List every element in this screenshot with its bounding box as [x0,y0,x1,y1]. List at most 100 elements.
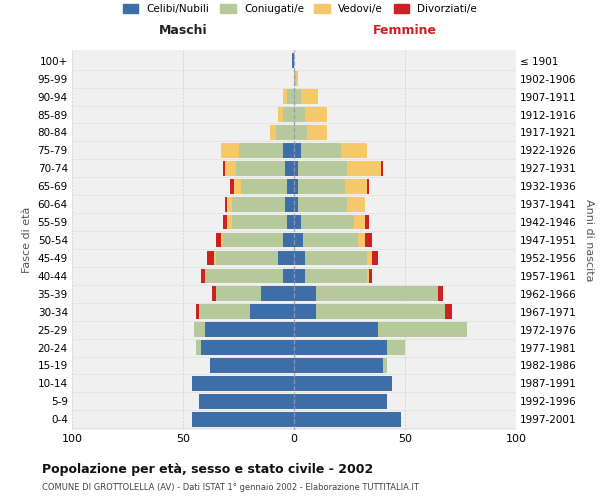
Bar [199,304,250,319]
Bar [209,358,294,373]
Bar [380,161,383,176]
Bar [301,214,354,230]
Bar [294,72,296,86]
Bar [212,286,217,301]
Bar [287,179,294,194]
Bar [232,214,287,230]
Bar [294,412,401,426]
Bar [278,250,294,266]
Bar [294,197,298,212]
Bar [283,268,294,283]
Bar [294,394,387,408]
Bar [294,125,307,140]
Bar [194,322,205,337]
Bar [358,232,365,248]
Bar [372,250,379,266]
Bar [294,161,298,176]
Bar [283,107,294,122]
Bar [241,179,287,194]
Bar [294,268,305,283]
Bar [227,214,232,230]
Bar [205,322,294,337]
Bar [214,250,217,266]
Bar [445,304,452,319]
Bar [367,179,370,194]
Bar [294,322,379,337]
Bar [238,143,283,158]
Bar [294,304,316,319]
Bar [294,286,316,301]
Legend: Celibi/Nubili, Coniugati/e, Vedovi/e, Divorziati/e: Celibi/Nubili, Coniugati/e, Vedovi/e, Di… [119,0,481,18]
Bar [192,412,294,426]
Text: Maschi: Maschi [158,24,208,38]
Bar [301,90,319,104]
Bar [305,107,328,122]
Bar [294,179,298,194]
Bar [296,72,298,86]
Text: COMUNE DI GROTTOLELLA (AV) - Dati ISTAT 1° gennaio 2002 - Elaborazione TUTTITALI: COMUNE DI GROTTOLELLA (AV) - Dati ISTAT … [42,482,419,492]
Bar [196,340,201,355]
Bar [292,54,294,68]
Bar [278,107,283,122]
Bar [216,286,260,301]
Bar [223,161,225,176]
Bar [294,358,383,373]
Bar [316,286,438,301]
Bar [221,143,239,158]
Bar [287,90,294,104]
Bar [387,340,405,355]
Bar [294,90,301,104]
Bar [283,143,294,158]
Bar [316,304,445,319]
Bar [345,179,367,194]
Y-axis label: Anni di nascita: Anni di nascita [584,198,593,281]
Bar [383,358,387,373]
Bar [230,179,234,194]
Bar [223,232,283,248]
Bar [294,340,387,355]
Bar [341,143,367,158]
Bar [227,197,232,212]
Bar [199,394,294,408]
Bar [287,214,294,230]
Bar [367,268,370,283]
Bar [365,232,372,248]
Bar [285,161,294,176]
Bar [294,250,305,266]
Bar [294,214,301,230]
Bar [201,340,294,355]
Bar [367,250,372,266]
Bar [379,322,467,337]
Bar [283,232,294,248]
Bar [307,125,328,140]
Bar [301,143,341,158]
Bar [234,179,241,194]
Bar [438,286,443,301]
Bar [201,268,205,283]
Y-axis label: Fasce di età: Fasce di età [22,207,32,273]
Bar [192,376,294,390]
Bar [269,125,276,140]
Bar [223,214,227,230]
Bar [305,268,367,283]
Bar [305,250,367,266]
Bar [365,214,370,230]
Bar [205,268,283,283]
Bar [225,161,236,176]
Bar [285,197,294,212]
Bar [216,250,278,266]
Bar [283,90,287,104]
Bar [217,232,221,248]
Bar [225,197,227,212]
Bar [298,179,345,194]
Bar [221,232,223,248]
Bar [294,143,301,158]
Bar [276,125,294,140]
Bar [303,232,358,248]
Bar [208,250,214,266]
Bar [236,161,285,176]
Bar [354,214,365,230]
Bar [260,286,294,301]
Bar [347,161,380,176]
Bar [196,304,199,319]
